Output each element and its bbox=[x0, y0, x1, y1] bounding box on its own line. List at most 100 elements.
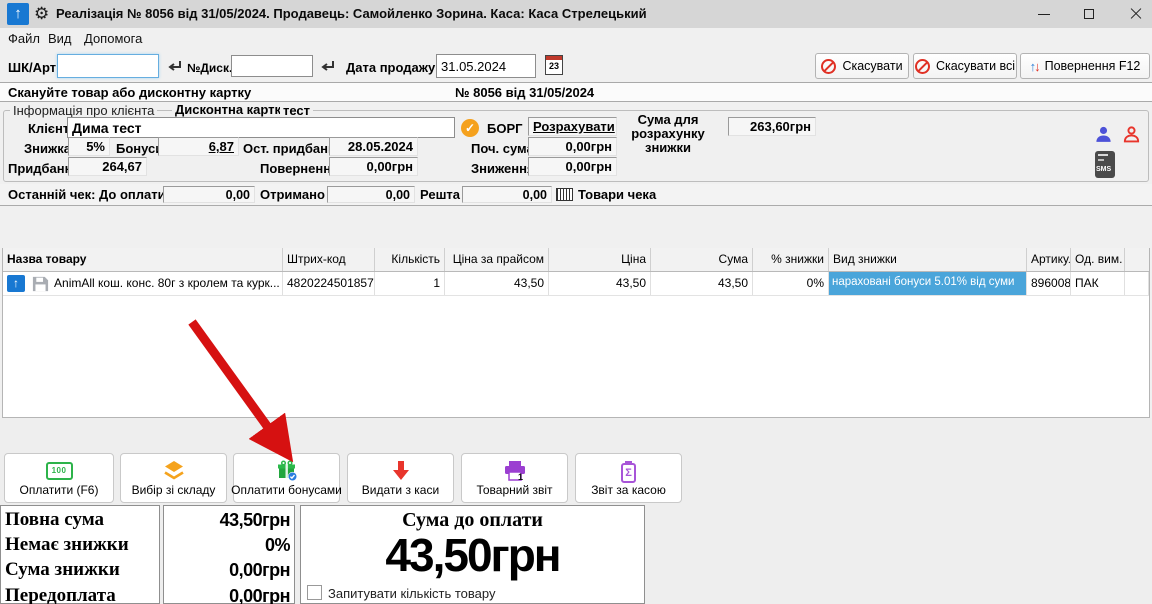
received-label: Отримано bbox=[260, 187, 325, 202]
minimize-button[interactable] bbox=[1028, 0, 1060, 28]
document-reference: № 8056 від 31/05/2024 bbox=[455, 85, 595, 100]
col-price-list[interactable]: Ціна за прайсом bbox=[445, 248, 549, 271]
col-discount-kind[interactable]: Вид знижки bbox=[829, 248, 1027, 271]
item-price-list: 43,50 bbox=[445, 272, 549, 295]
discount-card-value: тест bbox=[280, 103, 314, 118]
check-goods-link[interactable]: Товари чека bbox=[578, 187, 657, 202]
sms-icon[interactable]: SMS bbox=[1095, 151, 1115, 178]
col-discount-pct[interactable]: % знижки bbox=[753, 248, 829, 271]
scan-prompt: Скануйте товар або дисконтну картку bbox=[8, 85, 252, 100]
full-sum-label: Повна сума bbox=[5, 509, 105, 530]
initial-sum-label: Поч. сума bbox=[471, 141, 534, 156]
return-f12-label: Повернення F12 bbox=[1044, 59, 1141, 73]
debt-calculate-link[interactable]: Розрахувати bbox=[528, 117, 617, 136]
menu-view[interactable]: Вид bbox=[48, 31, 72, 46]
menu-file[interactable]: Файл bbox=[8, 31, 40, 46]
received-field: 0,00 bbox=[327, 186, 415, 203]
client-info-group bbox=[3, 110, 1149, 182]
goods-report-button[interactable]: 1 Товарний звіт bbox=[461, 453, 568, 503]
enter-icon bbox=[318, 57, 336, 75]
layers-icon bbox=[163, 460, 185, 480]
return-arrows-icon: ↑↓ bbox=[1029, 58, 1041, 74]
last-check-bar: Останній чек: До оплати 0,00 Отримано 0,… bbox=[0, 184, 1152, 206]
last-purchase-label: Ост. придбання bbox=[243, 141, 344, 156]
reduced-field: 0,00грн bbox=[528, 157, 617, 176]
discount-card-label: Дисконтна картка bbox=[172, 102, 292, 117]
amount-due-title: Сума до оплати bbox=[402, 509, 543, 531]
discount-calc-sum-field: 263,60грн bbox=[728, 117, 816, 136]
cancel-all-button[interactable]: Скасувати всі bbox=[913, 53, 1017, 79]
purchases-field: 264,67 bbox=[68, 157, 147, 176]
row-selected-icon: ↑ bbox=[7, 275, 25, 292]
discount-card-number-input[interactable] bbox=[231, 55, 313, 77]
minimize-icon bbox=[1038, 14, 1050, 15]
row-saved-icon bbox=[32, 276, 49, 292]
ask-quantity-checkbox[interactable] bbox=[307, 585, 322, 600]
warehouse-select-button[interactable]: Вибір зі складу bbox=[120, 453, 227, 503]
sale-date-input[interactable] bbox=[436, 54, 536, 78]
pay-bonuses-button[interactable]: Оплатити бонусами bbox=[231, 453, 342, 503]
return-f12-button[interactable]: ↑↓ Повернення F12 bbox=[1020, 53, 1150, 79]
menu-help[interactable]: Допомога bbox=[84, 31, 143, 46]
barcode-icon bbox=[556, 188, 573, 201]
gear-icon[interactable]: ⚙ bbox=[34, 4, 50, 23]
col-sku[interactable]: Артикул bbox=[1027, 248, 1071, 271]
item-price: 43,50 bbox=[549, 272, 651, 295]
maximize-button[interactable] bbox=[1074, 0, 1106, 28]
gift-check-icon bbox=[276, 460, 298, 482]
col-price[interactable]: Ціна bbox=[549, 248, 651, 271]
to-pay-label: До оплати bbox=[99, 187, 166, 202]
table-row[interactable]: ↑ AnimAll кош. конс. 80г з кролем та кур… bbox=[3, 272, 1149, 296]
item-qty: 1 bbox=[375, 272, 445, 295]
calendar-button[interactable]: 23 bbox=[545, 55, 563, 75]
calendar-icon bbox=[546, 56, 562, 60]
col-barcode[interactable]: Штрих-код bbox=[283, 248, 375, 271]
debt-label: БОРГ bbox=[487, 121, 523, 136]
pay-f6-button[interactable]: 100 Оплатити (F6) bbox=[4, 453, 114, 503]
sku-input[interactable] bbox=[57, 54, 159, 78]
cash-report-button[interactable]: Σ Звіт за касою bbox=[575, 453, 682, 503]
client-card-icon[interactable] bbox=[1094, 125, 1113, 144]
toolbar: ✎ ↑ 100 $ 1 Σ bbox=[0, 206, 1152, 448]
client-label: Клієнт bbox=[28, 121, 70, 136]
red-down-arrow-icon bbox=[392, 460, 410, 481]
client-name-input[interactable] bbox=[67, 117, 455, 138]
prepay-label: Передоплата bbox=[5, 585, 116, 604]
change-field: 0,00 bbox=[462, 186, 552, 203]
to-pay-field: 0,00 bbox=[163, 186, 255, 203]
amount-due-panel: Сума до оплати 43,50грн Запитувати кільк… bbox=[300, 505, 645, 604]
col-unit[interactable]: Од. вим. bbox=[1071, 248, 1125, 271]
full-sum-value: 43,50грн bbox=[219, 510, 291, 530]
col-qty[interactable]: Кількість bbox=[375, 248, 445, 271]
menu-bar: Файл Вид Допомога bbox=[0, 28, 1152, 50]
item-barcode: 4820224501857 bbox=[283, 272, 375, 295]
items-table: Назва товару Штрих-код Кількість Ціна за… bbox=[2, 248, 1150, 418]
last-check-title: Останній чек: bbox=[8, 187, 96, 202]
scan-bar: Скануйте товар або дисконтну картку № 80… bbox=[0, 82, 1152, 102]
ask-quantity-label: Запитувати кількість товару bbox=[328, 586, 496, 601]
prepay-value: 0,00грн bbox=[229, 586, 290, 604]
banknote-icon: 100 bbox=[45, 462, 73, 480]
app-icon: ↑ bbox=[7, 3, 29, 25]
debt-status-check-icon: ✓ bbox=[461, 119, 479, 137]
col-sum[interactable]: Сума bbox=[651, 248, 753, 271]
client-info-legend: Інформація про клієнта bbox=[10, 103, 158, 118]
item-sku: 896008 bbox=[1027, 272, 1071, 295]
bonuses-value-link[interactable]: 6,87 bbox=[158, 137, 239, 156]
close-button[interactable] bbox=[1120, 0, 1152, 28]
no-discount-value: 0% bbox=[264, 535, 291, 555]
maximize-icon bbox=[1084, 9, 1094, 19]
item-discount-kind-badge: нараховані бонуси 5.01% від суми bbox=[829, 272, 1027, 295]
summary-labels-box: Повна сума Немає знижки Сума знижки Пере… bbox=[0, 505, 160, 604]
title-bar: ↑ ⚙ Реалізація № 8056 від 31/05/2024. Пр… bbox=[0, 0, 1152, 28]
item-discount-pct: 0% bbox=[753, 272, 829, 295]
sale-date-label: Дата продажу bbox=[346, 60, 436, 75]
summary-values-box: 43,50грн 0% 0,00грн 0,00грн bbox=[163, 505, 295, 604]
remove-client-icon[interactable] bbox=[1122, 125, 1141, 144]
col-name[interactable]: Назва товару bbox=[3, 248, 283, 271]
initial-sum-field: 0,00грн bbox=[528, 137, 617, 156]
cash-out-button[interactable]: Видати з каси bbox=[347, 453, 454, 503]
bonuses-label: Бонуси bbox=[116, 141, 164, 156]
cancel-button[interactable]: Скасувати bbox=[815, 53, 909, 79]
sku-label: ШК/Арт bbox=[8, 60, 57, 75]
